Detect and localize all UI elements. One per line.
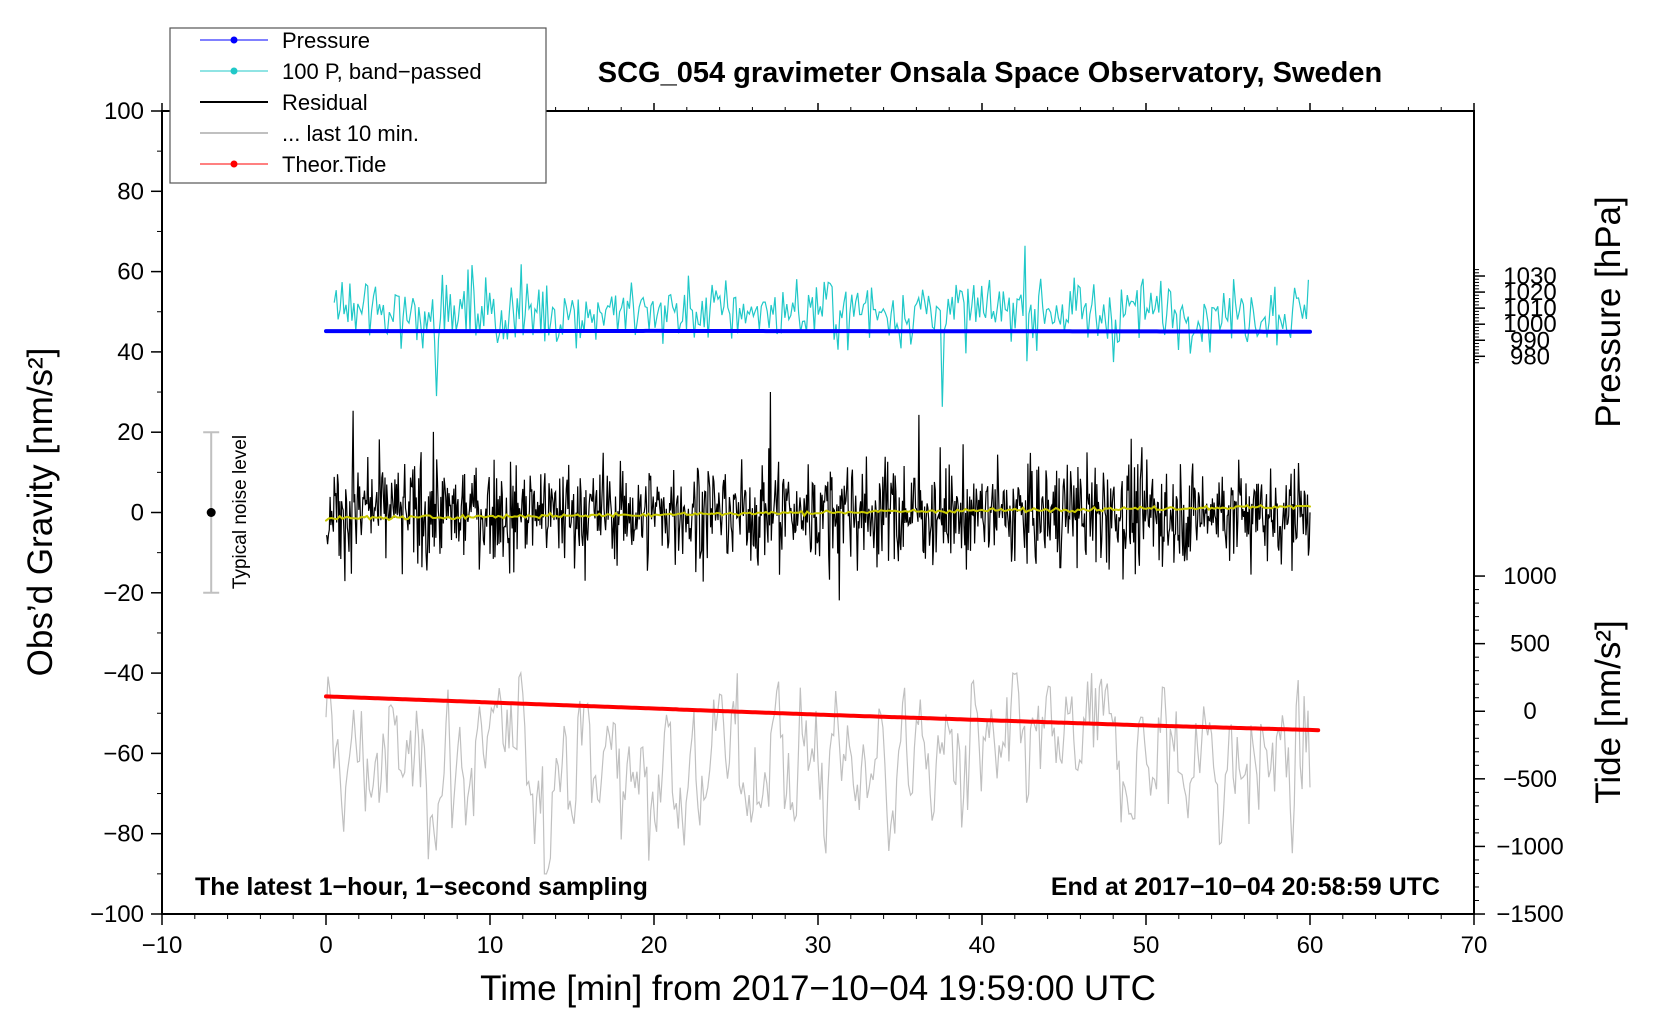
- legend-item-theor-tide: Theor.Tide: [200, 152, 386, 177]
- y-axis-label-left: Obs’d Gravity [nm/s²]: [21, 348, 60, 677]
- y-tick-label-pressure: 990: [1510, 327, 1550, 354]
- y-tick-label-left: 100: [104, 98, 144, 125]
- legend-label-theor-tide: Theor.Tide: [282, 152, 386, 177]
- x-tick-label: 10: [477, 932, 504, 959]
- series-line-last-10-min: [325, 670, 1311, 875]
- legend-item-residual: Residual: [200, 90, 368, 115]
- y-tick-label-left: 20: [117, 419, 144, 446]
- series-line-theor-tide: [324, 694, 1321, 733]
- y-tick-label-left: 40: [117, 339, 144, 366]
- y-tick-label-left: 60: [117, 259, 144, 286]
- legend: Pressure 100 P, band−passed Residual ...…: [169, 27, 547, 184]
- series-line-residual: [325, 391, 1311, 601]
- y-tick-label-tide: −500: [1503, 766, 1557, 793]
- series-line-pressure: [324, 328, 1312, 334]
- x-tick-label: 20: [641, 932, 668, 959]
- y-tick-label-tide: −1500: [1496, 901, 1563, 928]
- series-layer: [324, 245, 1321, 875]
- y-axis-label-tide: Tide [nm/s²]: [1589, 620, 1628, 803]
- ticks-layer: −10 0 10 20 30 40 50 60 70−100−80−60−40−20020406…: [90, 98, 1564, 959]
- sampling-annotation: The latest 1−hour, 1−second sampling: [195, 873, 648, 901]
- y-tick-label-pressure: 1030: [1503, 263, 1556, 290]
- y-tick-label-tide: 0: [1523, 698, 1536, 725]
- x-tick-label: 70: [1461, 932, 1488, 959]
- y-tick-label-tide: −1000: [1496, 833, 1563, 860]
- legend-item-pressure: Pressure: [200, 28, 370, 53]
- noise-bar-center-dot: [206, 508, 216, 517]
- y-tick-label-tide: 500: [1510, 631, 1550, 658]
- y-tick-label-left: −80: [103, 821, 144, 848]
- x-tick-label: 60: [1297, 932, 1324, 959]
- y-tick-label-tide: 1000: [1503, 563, 1556, 590]
- noise-indicator: Typical noise level: [203, 431, 251, 594]
- y-axis-label-pressure: Pressure [hPa]: [1589, 196, 1628, 428]
- x-tick-label: 40: [969, 932, 996, 959]
- legend-marker-band-passed: [230, 67, 238, 75]
- legend-marker-theor-tide: [230, 160, 238, 168]
- series-line-band-passed: [333, 245, 1309, 407]
- series-line-residual-smoothed: [325, 503, 1311, 522]
- legend-box: [169, 27, 547, 184]
- x-tick-label: −10: [142, 932, 183, 959]
- x-tick-label: 50: [1133, 932, 1160, 959]
- y-tick-label-left: 80: [117, 178, 144, 205]
- chart-title: SCG_054 gravimeter Onsala Space Observat…: [598, 57, 1382, 89]
- noise-level-label: Typical noise level: [230, 435, 251, 589]
- y-tick-label-pressure: 1020: [1503, 279, 1556, 306]
- y-tick-label-pressure: 1000: [1503, 311, 1556, 338]
- end-time-annotation: End at 2017−10−04 20:58:59 UTC: [1051, 873, 1440, 901]
- x-axis-label: Time [min] from 2017−10−04 19:59:00 UTC: [480, 969, 1156, 1008]
- y-tick-label-left: −20: [103, 580, 144, 607]
- legend-item-band-passed: 100 P, band−passed: [200, 59, 482, 84]
- legend-label-residual: Residual: [282, 90, 368, 115]
- legend-marker-pressure: [230, 36, 238, 44]
- y-tick-label-left: −60: [103, 740, 144, 767]
- y-tick-label-pressure: 980: [1510, 343, 1550, 370]
- legend-item-last-10-min: ... last 10 min.: [200, 121, 419, 146]
- x-tick-label: 0: [319, 932, 332, 959]
- legend-label-last-10-min: ... last 10 min.: [282, 121, 419, 146]
- x-tick-label: 30: [805, 932, 832, 959]
- y-tick-label-left: 0: [131, 500, 144, 527]
- legend-label-pressure: Pressure: [282, 28, 370, 53]
- y-tick-label-left: −40: [103, 660, 144, 687]
- y-tick-label-pressure: 1010: [1503, 295, 1556, 322]
- y-tick-label-left: −100: [90, 901, 144, 928]
- legend-label-band-passed: 100 P, band−passed: [282, 59, 482, 84]
